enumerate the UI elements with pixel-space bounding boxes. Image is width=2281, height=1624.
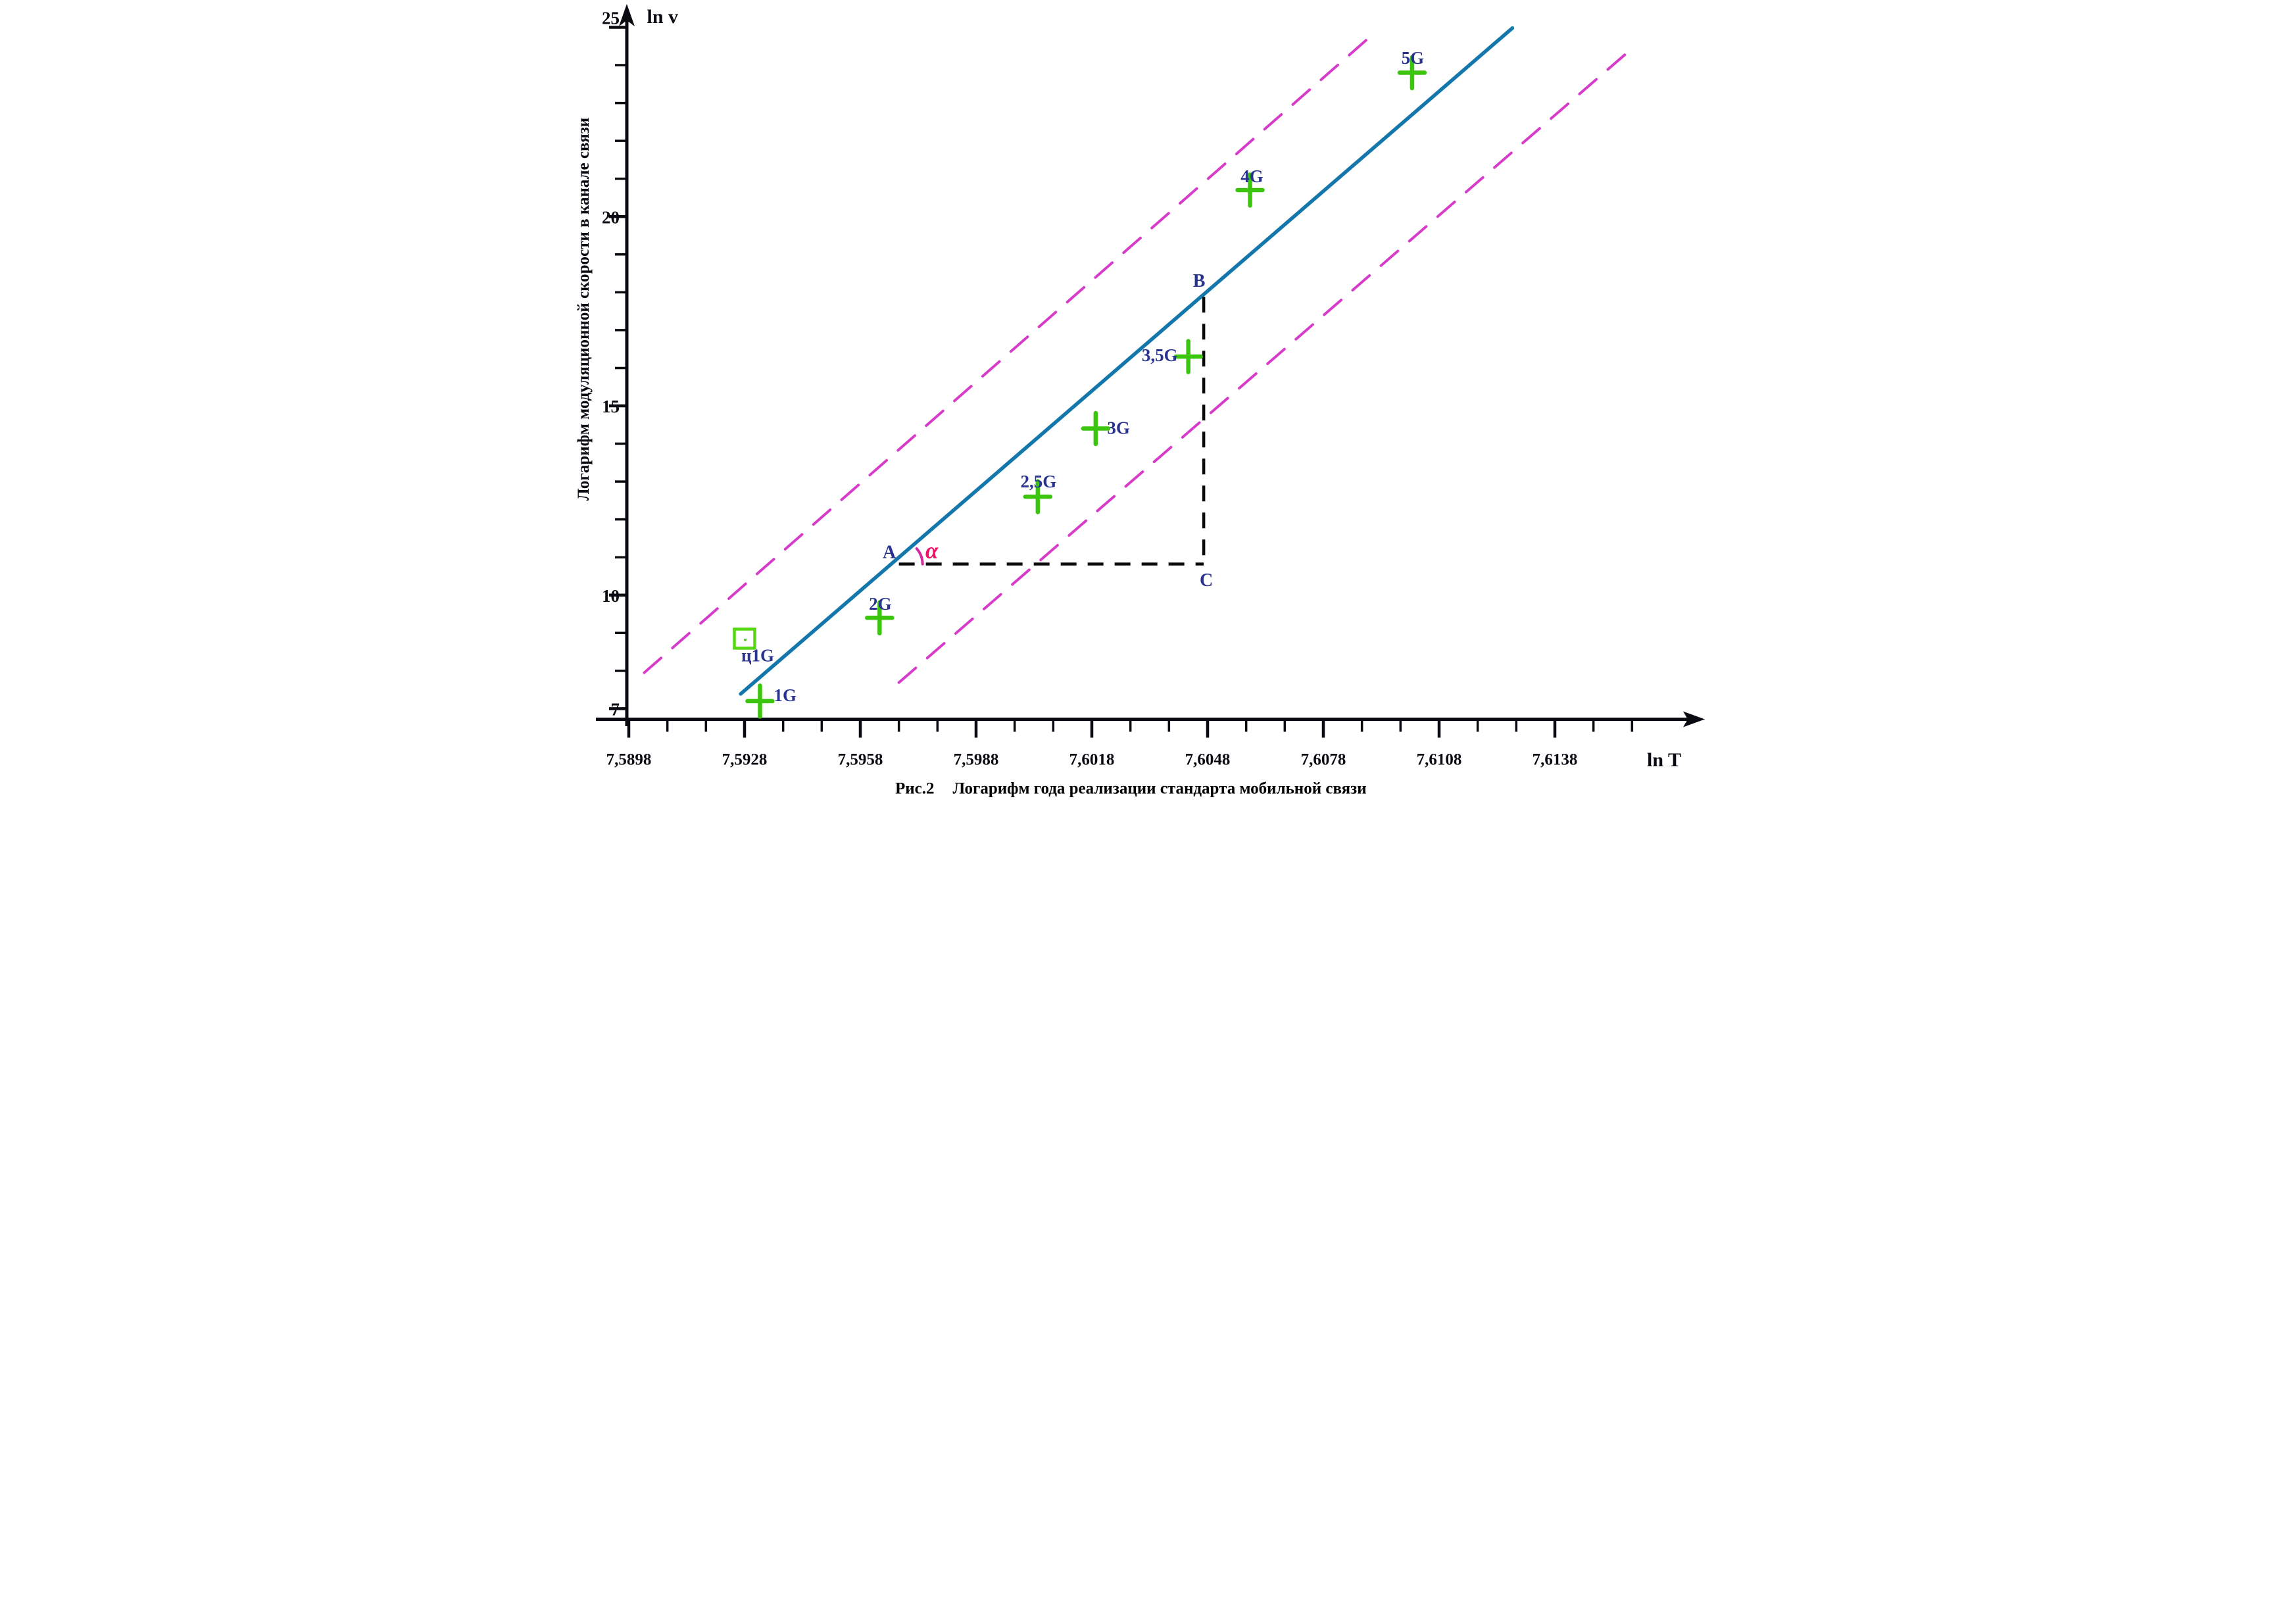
point-marker-ц1G [733, 627, 756, 650]
y-tick-label: 20 [602, 207, 620, 227]
angle-label: α [925, 538, 939, 564]
point-label-5G: 5G [1402, 48, 1425, 68]
y-axis-arrow-icon [619, 4, 635, 26]
point-marker-2,5G [1023, 479, 1053, 514]
vertex-label-C: C [1200, 570, 1213, 591]
caption-prefix: Рис.2 [895, 780, 935, 798]
point-marker-4G [1235, 172, 1265, 208]
point-label-1G: 1G [773, 685, 797, 705]
point-label-2,5G: 2,5G [1020, 472, 1056, 491]
vertex-label-B: B [1193, 271, 1206, 291]
x-tick-label: 7,6018 [1069, 751, 1115, 769]
x-tick-label: 7,6078 [1301, 751, 1346, 769]
point-label-ц1G: ц1G [741, 645, 774, 665]
x-tick-label: 7,6048 [1185, 751, 1231, 769]
x-axis-unit-label: ln T [1647, 749, 1681, 771]
point-label-4G: 4G [1240, 166, 1263, 186]
y-tick-label: 25 [602, 9, 620, 28]
regression-line [739, 26, 1515, 696]
x-tick-label: 7,5958 [838, 751, 883, 769]
x-tick-label: 7,6108 [1417, 751, 1462, 769]
vertex-label-A: A [883, 543, 896, 563]
point-marker-1G [745, 683, 775, 719]
point-label-3,5G: 3,5G [1142, 345, 1178, 365]
y-axis-title: Логарифм модуляционной скорости в канале… [575, 118, 593, 501]
point-label-3G: 3G [1107, 418, 1130, 438]
point-marker-3,5G [1173, 339, 1203, 374]
y-axis-unit-label: ln v [647, 6, 679, 28]
upper-confidence-band [643, 36, 1371, 674]
x-axis-arrow-icon [1683, 711, 1705, 727]
caption-text: Логарифм года реализации стандарта мобил… [953, 780, 1367, 798]
axes [596, 4, 1705, 727]
point-marker-2G [865, 600, 895, 636]
chart-marks-layer: 7,5898 7,5928 7,5958 7,5988 7,6018 7,6048 7,60… [602, 9, 1634, 769]
x-tick-label: 7,5898 [606, 751, 652, 769]
angle-arc [915, 547, 924, 566]
y-tick-label: 7 [611, 699, 620, 719]
lower-confidence-band [897, 47, 1634, 684]
y-tick-label: 10 [602, 586, 620, 606]
point-marker-5G [1397, 55, 1427, 91]
point-label-2G: 2G [869, 594, 892, 614]
chart-lines-layer [643, 26, 1634, 696]
figure-page: 7,5898 7,5928 7,5958 7,5988 7,6018 7,6048 7,60… [570, 0, 1711, 812]
y-tick-label: 15 [602, 397, 620, 416]
x-tick-label: 7,5988 [954, 751, 999, 769]
figure-canvas: 7,5898 7,5928 7,5958 7,5988 7,6018 7,6048 7,60… [570, 0, 1711, 812]
x-tick-label: 7,5928 [722, 751, 768, 769]
point-marker-3G [1081, 410, 1111, 447]
x-tick-label: 7,6138 [1533, 751, 1578, 769]
